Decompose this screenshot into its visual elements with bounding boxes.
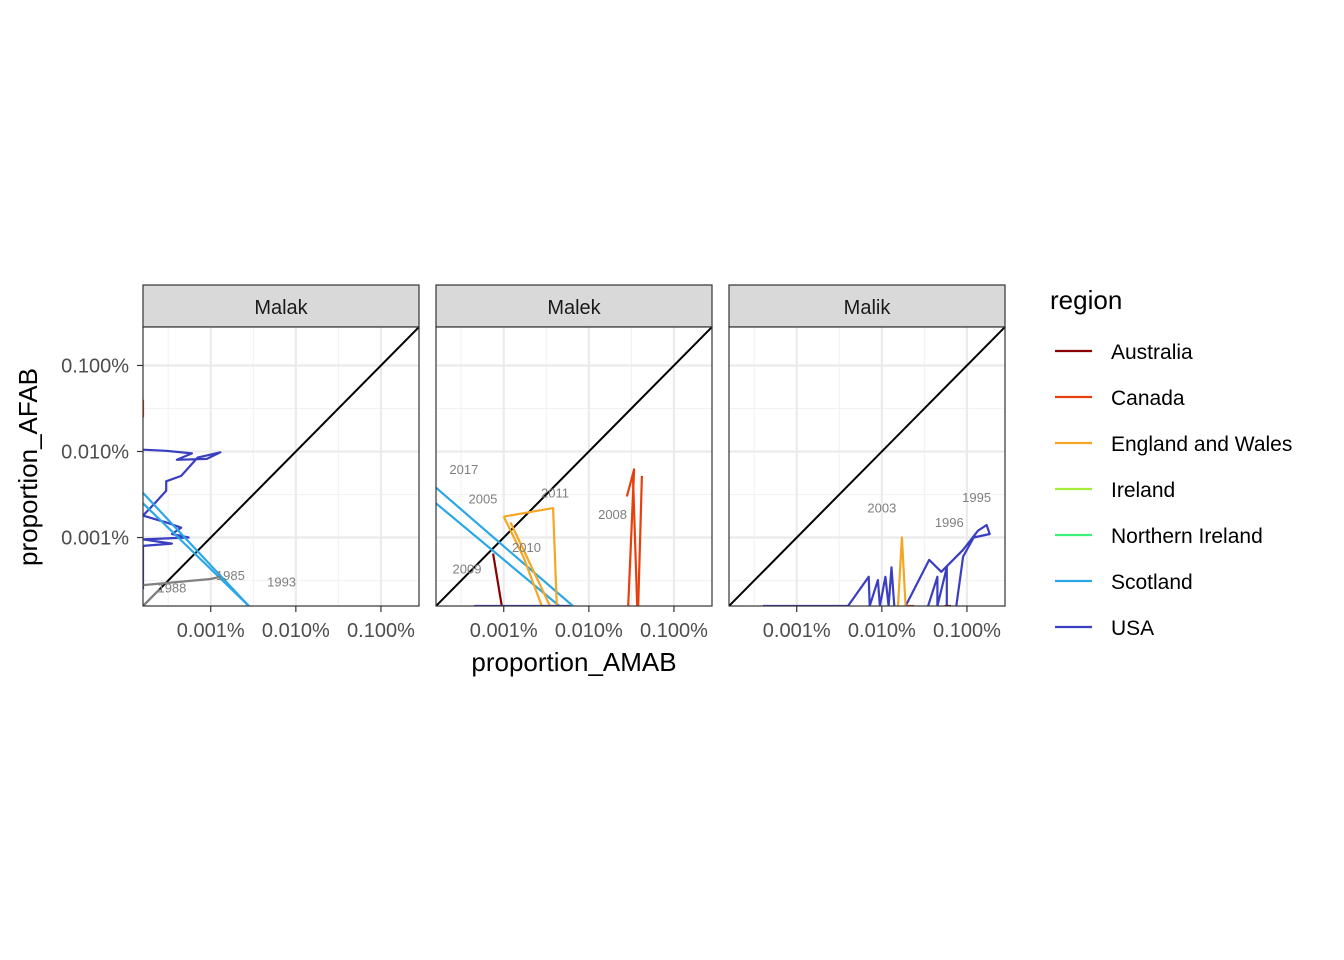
facet-malik: Malik 2003 1995 1996	[728, 284, 1006, 607]
y-tick-label: 0.001%	[61, 528, 129, 550]
panel-border	[435, 326, 713, 607]
panel-border	[142, 326, 420, 607]
x-tick-label: 0.001%	[763, 620, 831, 642]
series-line-scotland	[143, 492, 250, 606]
facet-malek: Malek 2017 2005 2011 2008 2010 2009	[435, 284, 713, 607]
series-line-other	[143, 575, 221, 587]
facet-strip-label: Malek	[547, 297, 601, 319]
legend-label: England and Wales	[1111, 433, 1292, 456]
series-line-canada	[631, 477, 639, 606]
year-label: 1993	[267, 574, 296, 589]
identity-line	[729, 327, 1005, 606]
facet-strip-label: Malak	[254, 297, 308, 319]
facet-strip-label: Malik	[844, 297, 892, 319]
identity-line	[143, 327, 419, 606]
legend-item: Ireland	[1055, 479, 1175, 502]
y-tick-label: 0.100%	[61, 355, 129, 377]
x-tick-label: 0.100%	[640, 620, 708, 642]
series-line-usa	[927, 566, 948, 606]
legend-item: Scotland	[1055, 571, 1193, 594]
series-line-england-and-wales	[509, 521, 551, 606]
plot-area: 2003 1995 1996	[729, 327, 1005, 606]
x-tick-label: 0.010%	[262, 620, 330, 642]
legend-label: USA	[1111, 617, 1154, 640]
series-line-canada	[625, 468, 636, 606]
legend-label: Northern Ireland	[1111, 525, 1263, 548]
year-label: 2003	[867, 501, 896, 516]
facet-malak: Malak 1985 1993 1988	[142, 284, 420, 607]
series-line-england-and-wales	[503, 507, 558, 606]
legend-item: Northern Ireland	[1055, 525, 1263, 548]
series-line-england-and-wales	[896, 536, 907, 606]
x-tick-label: 0.001%	[177, 620, 245, 642]
identity-line	[436, 327, 712, 606]
year-label: 1995	[962, 490, 991, 505]
y-axis-title: proportion_AFAB	[13, 368, 43, 566]
series-line-usa	[904, 523, 991, 606]
legend-item: Australia	[1055, 341, 1193, 364]
x-tick-label: 0.010%	[848, 620, 916, 642]
year-label: 2005	[468, 491, 497, 506]
series-line-australia	[492, 553, 503, 606]
facet-strip	[728, 284, 1006, 328]
plot-area: 2017 2005 2011 2008 2010 2009	[436, 327, 712, 606]
grid	[729, 327, 1005, 606]
legend-item: USA	[1055, 617, 1154, 640]
x-axes: 0.001% 0.010% 0.100% 0.001% 0.010% 0.100% 0.00…	[177, 606, 1001, 642]
series-line-usa	[143, 448, 222, 590]
x-tick-label: 0.100%	[933, 620, 1001, 642]
x-axis-title: proportion_AMAB	[471, 647, 676, 677]
year-label: 1985	[216, 568, 245, 583]
legend-title: region	[1050, 285, 1122, 315]
y-axis: 0.001% 0.010% 0.100%	[61, 355, 143, 550]
series-line-england-and-wales	[502, 516, 543, 606]
series-line-other	[143, 588, 161, 606]
facet-strip	[435, 284, 713, 328]
x-tick-label: 0.001%	[470, 620, 538, 642]
series-line-scotland	[436, 486, 574, 606]
year-label: 1996	[935, 515, 964, 530]
legend: region Australia Canada England and Wales I…	[1050, 285, 1292, 640]
x-tick-label: 0.010%	[555, 620, 623, 642]
legend-item: Canada	[1055, 387, 1185, 410]
legend-label: Scotland	[1111, 571, 1193, 594]
facet-strip	[142, 284, 420, 328]
x-tick-label: 0.100%	[347, 620, 415, 642]
series-line-scotland	[436, 502, 561, 606]
year-label: 2011	[541, 486, 569, 501]
year-label: 2010	[512, 540, 541, 555]
year-label: 1988	[157, 580, 186, 595]
legend-label: Australia	[1111, 341, 1193, 364]
year-label: 2009	[453, 562, 482, 577]
year-label: 2017	[449, 462, 478, 477]
series-line-scotland	[143, 502, 250, 606]
plot-area: 1985 1993 1988	[143, 327, 419, 606]
legend-label: Ireland	[1111, 479, 1175, 502]
series-line-canada	[637, 475, 643, 606]
year-label: 2008	[598, 507, 627, 522]
legend-item: England and Wales	[1055, 433, 1292, 456]
series-line-usa	[847, 566, 896, 606]
legend-label: Canada	[1111, 387, 1185, 410]
panel-border	[728, 326, 1006, 607]
y-tick-label: 0.010%	[61, 441, 129, 463]
